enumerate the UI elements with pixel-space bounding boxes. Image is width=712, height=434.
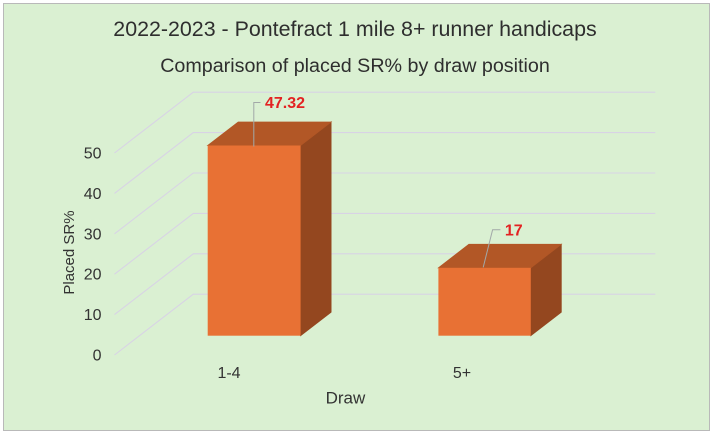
svg-text:2022-2023 - Pontefract 1 mile: 2022-2023 - Pontefract 1 mile 8+ runner … (113, 17, 596, 41)
svg-text:20: 20 (84, 267, 102, 284)
svg-text:47.32: 47.32 (265, 95, 305, 112)
svg-text:17: 17 (505, 222, 523, 239)
svg-text:30: 30 (84, 226, 102, 243)
svg-text:Placed SR%: Placed SR% (61, 210, 78, 294)
svg-text:5+: 5+ (453, 365, 471, 382)
svg-text:Comparison of placed SR% by dr: Comparison of placed SR% by draw positio… (160, 55, 550, 77)
svg-text:50: 50 (84, 146, 102, 163)
svg-text:10: 10 (84, 307, 102, 324)
svg-text:1-4: 1-4 (217, 365, 240, 382)
svg-text:40: 40 (84, 186, 102, 203)
svg-text:Draw: Draw (326, 389, 366, 408)
svg-text:0: 0 (93, 348, 102, 365)
